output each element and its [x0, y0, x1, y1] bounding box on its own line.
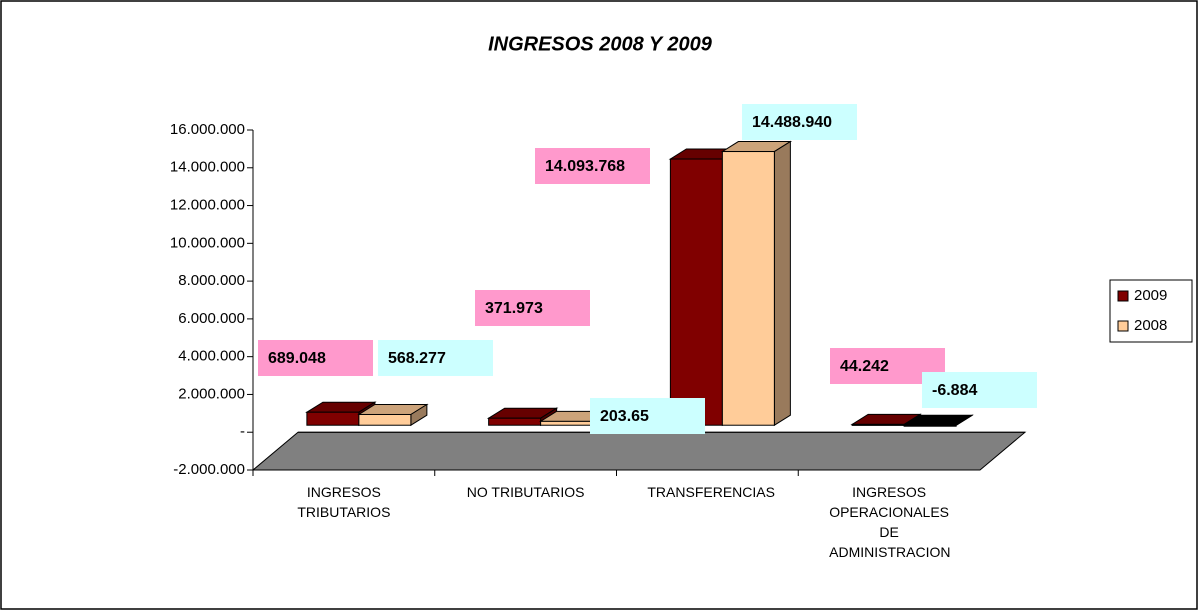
- x-tick-label: NO TRIBUTARIOS: [466, 484, 585, 500]
- data-label: -6.884: [932, 382, 977, 399]
- x-tick-label-box: INGRESOS OPERACIONALES DE ADMINISTRACION: [829, 484, 951, 560]
- y-tick-label: 4.000.000: [178, 348, 245, 365]
- legend-label: 2008: [1134, 317, 1167, 334]
- data-label-box: [590, 398, 705, 434]
- chart-title: INGRESOS 2008 Y 2009: [488, 33, 713, 55]
- y-tick-label: -2.000.000: [173, 461, 245, 478]
- data-label-box: [258, 340, 373, 376]
- y-tick-label: 2.000.000: [178, 385, 245, 402]
- data-label-box: [742, 104, 857, 140]
- data-label: 689.048: [268, 350, 326, 367]
- data-label-box: [475, 290, 590, 326]
- bar-side: [773, 140, 791, 427]
- data-label: 568.277: [388, 350, 446, 367]
- legend-label: 2009: [1134, 287, 1167, 304]
- bar: [720, 140, 793, 427]
- bar-front: [306, 411, 360, 426]
- y-tick-label: -: [240, 423, 245, 440]
- legend-swatch: [1117, 320, 1129, 332]
- floor: [251, 431, 1027, 471]
- bar: [902, 414, 974, 427]
- data-label: 14.488.940: [752, 114, 832, 131]
- data-label-box: [535, 148, 650, 184]
- x-tick-label: TRANSFERENCIAS: [647, 484, 775, 500]
- y-tick-label: 8.000.000: [178, 272, 245, 289]
- data-label: 203.65: [600, 408, 649, 425]
- x-tick-label-box: NO TRIBUTARIOS: [466, 484, 585, 500]
- data-label: 44.242: [840, 358, 889, 375]
- bar-front: [540, 420, 594, 426]
- x-tick-label-box: INGRESOS TRIBUTARIOS: [297, 484, 391, 520]
- data-label: 14.093.768: [545, 158, 625, 175]
- y-tick-label: 16.000.000: [170, 121, 245, 138]
- x-tick-label: INGRESOS TRIBUTARIOS: [297, 484, 391, 520]
- x-tick-label: INGRESOS OPERACIONALES DE ADMINISTRACION: [829, 484, 951, 560]
- data-label: 371.973: [485, 300, 543, 317]
- bar: [357, 403, 429, 427]
- bar-front: [903, 424, 957, 427]
- bar-front: [851, 423, 905, 426]
- y-tick-label: 10.000.000: [170, 234, 245, 251]
- x-tick-label-box: TRANSFERENCIAS: [647, 484, 775, 500]
- legend-swatch: [1117, 290, 1129, 302]
- bar-front: [669, 158, 723, 426]
- y-tick-label: 6.000.000: [178, 310, 245, 327]
- y-tick-label: 12.000.000: [170, 197, 245, 214]
- bar-front: [488, 417, 542, 426]
- data-label-box: [378, 340, 493, 376]
- legend-box: [1109, 279, 1193, 343]
- y-tick-label: 14.000.000: [170, 159, 245, 176]
- data-label-box: [922, 372, 1037, 408]
- bar-front: [358, 413, 412, 426]
- bar-front: [721, 151, 775, 426]
